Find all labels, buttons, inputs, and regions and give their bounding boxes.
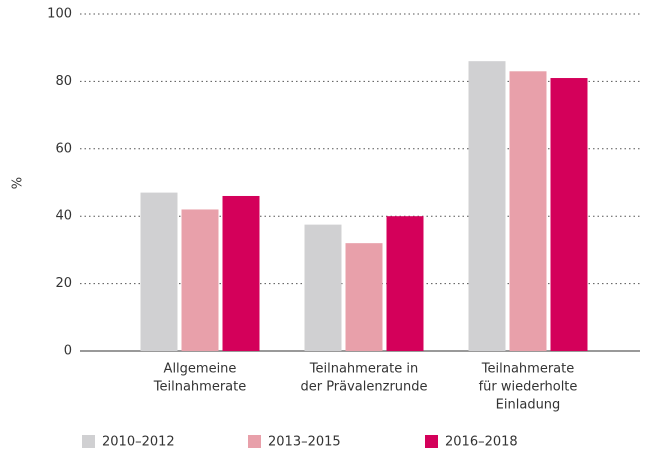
- bar: [140, 192, 178, 351]
- y-tick-label: 40: [55, 209, 72, 224]
- bar: [550, 78, 588, 351]
- bar: [304, 224, 342, 351]
- bar: [345, 243, 383, 351]
- legend-swatch: [82, 435, 95, 448]
- x-tick-label: Teilnahmerate: [481, 362, 574, 377]
- bar: [181, 209, 219, 351]
- legend-label: 2010–2012: [102, 435, 175, 450]
- legend-label: 2016–2018: [445, 435, 518, 450]
- y-tick-label: 0: [64, 344, 72, 359]
- legend-label: 2013–2015: [268, 435, 341, 450]
- x-tick-label: für wiederholte: [479, 380, 578, 395]
- x-tick-label: der Prävalenzrunde: [300, 380, 427, 395]
- x-tick-label: Einladung: [496, 398, 561, 413]
- y-tick-label: 100: [47, 7, 72, 22]
- bar: [509, 71, 547, 351]
- x-tick-label: Teilnahmerate in: [309, 362, 418, 377]
- legend-swatch: [425, 435, 438, 448]
- x-tick-label: Allgemeine: [164, 362, 237, 377]
- bar: [222, 195, 260, 351]
- bar: [386, 216, 424, 351]
- legend-swatch: [248, 435, 261, 448]
- y-tick-label: 60: [55, 141, 72, 156]
- y-tick-label: 80: [55, 74, 72, 89]
- x-tick-label: Teilnahmerate: [153, 380, 246, 395]
- bar: [468, 61, 506, 352]
- y-tick-label: 20: [55, 276, 72, 291]
- y-axis-label: %: [11, 177, 26, 189]
